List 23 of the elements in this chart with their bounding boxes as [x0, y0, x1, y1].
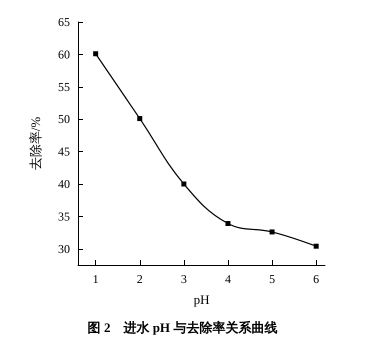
point: [137, 116, 142, 122]
point: [314, 244, 319, 249]
y-tick-label: 45: [58, 144, 70, 159]
y-tick-label: 35: [58, 209, 70, 224]
y-tick-label: 40: [58, 177, 70, 191]
x-axis-title: pH: [194, 292, 210, 307]
x-tick-label: 1: [92, 272, 99, 286]
point: [225, 221, 230, 226]
point: [270, 229, 275, 234]
y-tick-label: 65: [58, 15, 70, 29]
x-tick-label: 6: [313, 272, 320, 286]
text: 图 2 进水 pH 与去除率关系曲线: [88, 320, 278, 335]
y-tick-label: 50: [58, 112, 70, 126]
y-tick-label: 30: [58, 242, 70, 256]
point: [93, 51, 98, 56]
y-axis-title: 去除率/%: [28, 116, 43, 170]
x-tick-label: 5: [269, 272, 276, 286]
x-tick-label: 2: [136, 272, 143, 286]
point: [181, 182, 186, 186]
y-tick-label: 60: [58, 47, 70, 62]
y-tick-label: 55: [58, 80, 70, 94]
x-tick-label: 4: [224, 272, 231, 286]
x-tick-label: 3: [180, 272, 187, 286]
